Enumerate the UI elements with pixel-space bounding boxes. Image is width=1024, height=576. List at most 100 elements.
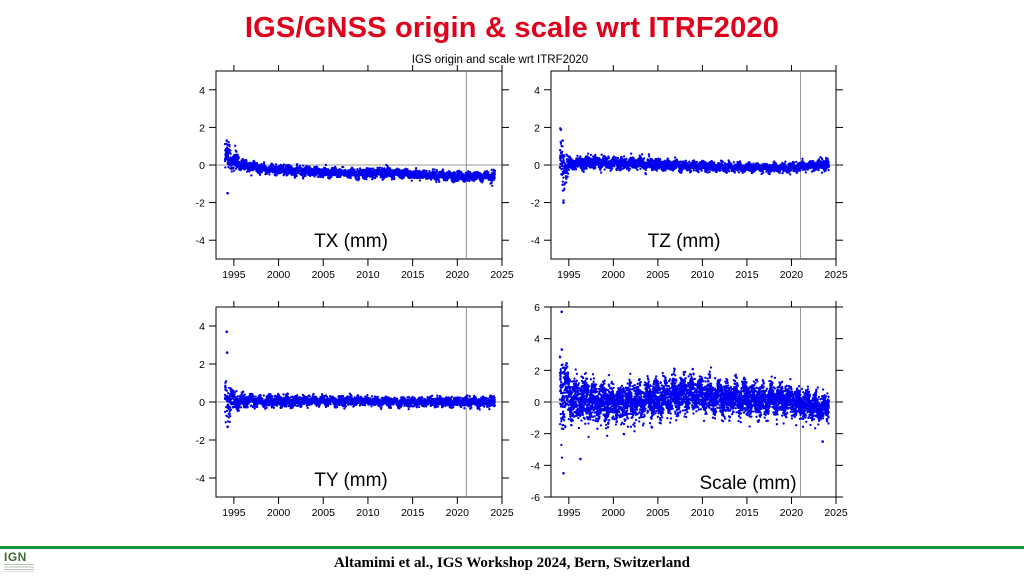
data-point bbox=[375, 175, 378, 178]
data-point bbox=[487, 171, 490, 174]
data-point bbox=[655, 169, 658, 172]
data-point bbox=[491, 184, 494, 188]
x-tick-label: 1995 bbox=[557, 269, 581, 281]
data-point bbox=[565, 157, 569, 161]
data-point bbox=[227, 165, 230, 169]
data-point bbox=[615, 168, 618, 172]
data-point bbox=[414, 167, 418, 170]
x-tick-label: 2010 bbox=[356, 269, 380, 281]
data-point bbox=[428, 169, 431, 173]
x-tick-label: 2000 bbox=[602, 269, 626, 281]
data-point bbox=[258, 173, 262, 177]
data-point bbox=[232, 169, 236, 172]
data-point bbox=[228, 145, 231, 148]
data-point bbox=[639, 167, 642, 170]
data-point bbox=[610, 167, 614, 170]
data-point bbox=[441, 168, 445, 171]
data-point bbox=[559, 157, 562, 160]
data-point bbox=[245, 159, 248, 162]
data-point bbox=[644, 173, 648, 176]
data-point bbox=[241, 157, 244, 161]
data-point bbox=[599, 171, 603, 174]
data-point bbox=[695, 160, 699, 164]
y-tick-label: 2 bbox=[534, 122, 540, 134]
data-point bbox=[607, 155, 610, 158]
y-tick-label: -4 bbox=[196, 235, 205, 247]
data-point bbox=[490, 168, 493, 171]
data-point bbox=[226, 143, 229, 147]
data-point bbox=[619, 169, 622, 172]
data-point bbox=[235, 150, 238, 153]
x-tick-label: 2020 bbox=[446, 269, 470, 281]
data-point bbox=[630, 152, 633, 155]
data-point bbox=[425, 169, 428, 173]
data-point bbox=[559, 128, 563, 131]
data-point bbox=[357, 177, 361, 181]
data-point bbox=[567, 168, 571, 172]
data-point bbox=[647, 153, 651, 156]
data-point bbox=[393, 176, 396, 179]
data-point bbox=[302, 164, 305, 167]
data-point bbox=[628, 167, 632, 170]
data-point bbox=[565, 177, 568, 180]
data-point bbox=[229, 152, 232, 156]
data-point bbox=[236, 153, 239, 156]
data-point bbox=[227, 141, 230, 144]
data-point bbox=[315, 174, 318, 177]
data-point bbox=[684, 159, 688, 162]
data-point bbox=[418, 179, 422, 182]
data-point bbox=[258, 164, 261, 167]
x-tick-label: 2015 bbox=[401, 269, 425, 281]
data-point bbox=[296, 163, 299, 166]
data-point bbox=[561, 164, 564, 168]
data-point bbox=[481, 179, 485, 182]
y-tick-label: -4 bbox=[531, 235, 540, 247]
data-point bbox=[243, 168, 246, 171]
data-point bbox=[349, 176, 352, 180]
x-tick-label: 2010 bbox=[691, 269, 715, 281]
y-tick-label: 2 bbox=[199, 122, 205, 134]
data-point bbox=[565, 181, 568, 184]
data-point bbox=[643, 157, 646, 160]
data-point bbox=[438, 180, 441, 183]
data-point bbox=[562, 158, 565, 162]
data-point-outlier bbox=[225, 139, 229, 142]
data-point bbox=[561, 150, 564, 153]
data-point bbox=[493, 173, 496, 176]
data-point bbox=[275, 174, 278, 177]
data-point bbox=[561, 145, 564, 148]
data-point bbox=[232, 166, 235, 169]
data-point bbox=[410, 179, 413, 182]
data-point bbox=[579, 155, 582, 158]
x-tick-label: 2005 bbox=[646, 269, 670, 281]
data-point bbox=[562, 176, 565, 179]
y-tick-label: -2 bbox=[531, 198, 540, 210]
data-point bbox=[644, 168, 647, 172]
y-tick-label: 4 bbox=[534, 85, 540, 97]
y-tick-label: 0 bbox=[534, 160, 540, 172]
data-point bbox=[262, 161, 266, 164]
data-point bbox=[562, 199, 565, 202]
data-point bbox=[230, 170, 233, 173]
data-point bbox=[237, 156, 241, 160]
data-point bbox=[679, 160, 682, 163]
data-point bbox=[342, 165, 345, 169]
figure-title: IGS origin and scale wrt ITRF2020 bbox=[412, 54, 588, 66]
data-point bbox=[274, 163, 278, 166]
data-point bbox=[636, 168, 639, 172]
data-point bbox=[574, 168, 578, 171]
data-point bbox=[692, 169, 696, 172]
data-point bbox=[563, 187, 566, 190]
data-point bbox=[586, 152, 590, 155]
x-tick-label: 1995 bbox=[222, 269, 246, 281]
data-point bbox=[229, 149, 232, 152]
data-point bbox=[582, 170, 585, 173]
x-tick-label: 2000 bbox=[267, 269, 291, 281]
data-point bbox=[700, 169, 703, 172]
data-point bbox=[563, 155, 566, 158]
data-point bbox=[616, 156, 620, 160]
data-point bbox=[576, 154, 579, 158]
data-point bbox=[613, 165, 616, 168]
y-tick-label: 4 bbox=[199, 85, 205, 97]
